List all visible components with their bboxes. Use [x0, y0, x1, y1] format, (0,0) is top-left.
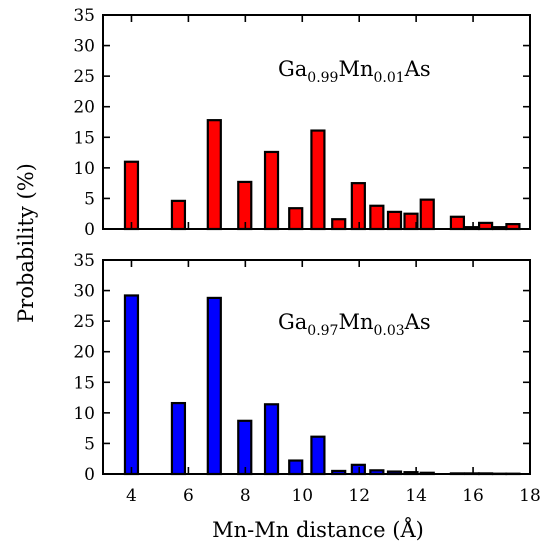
- y-tick-label: 30: [73, 282, 95, 302]
- x-tick-label: 8: [240, 486, 251, 506]
- x-tick-label: 18: [519, 486, 541, 506]
- x-axis-title: Mn-Mn distance (Å): [212, 517, 424, 542]
- top-panel: 0 5 10 15 20 25 30 35 Ga0.99Mn0.01As: [73, 6, 531, 240]
- formula-part: Ga: [278, 310, 307, 334]
- formula-part: Ga: [278, 57, 307, 81]
- bar: [449, 215, 466, 231]
- y-tick-label: 10: [73, 159, 95, 179]
- bar: [310, 435, 326, 476]
- bar: [237, 180, 253, 231]
- bar: [288, 207, 304, 231]
- bar: [263, 403, 280, 476]
- y-tick-label: 25: [73, 312, 95, 332]
- bar: [369, 204, 385, 231]
- x-tick-label: 10: [291, 486, 313, 506]
- x-tick-label: 4: [126, 486, 137, 506]
- formula-subscript: 0.97: [307, 323, 338, 339]
- panel-label: Ga0.97Mn0.03As: [278, 310, 431, 339]
- x-tick-label: 16: [462, 486, 484, 506]
- bar: [170, 401, 187, 476]
- bar: [170, 199, 187, 231]
- bar: [331, 218, 347, 231]
- bar: [237, 419, 253, 476]
- y-tick-label: 25: [73, 67, 95, 87]
- formula-subscript: 0.99: [307, 70, 338, 86]
- bar: [350, 182, 366, 231]
- bar: [123, 160, 140, 231]
- x-tick-label: 6: [183, 486, 194, 506]
- bar: [310, 129, 326, 231]
- formula-subscript: 0.01: [374, 70, 405, 86]
- bottom-panel: 0 5 10 15 20 25 30 35 4 6 8 10 12 14 16 18 Ga0.97Mn0.03A…: [73, 251, 540, 506]
- formula-part: As: [404, 57, 431, 81]
- bar: [206, 119, 222, 231]
- formula-subscript: 0.03: [374, 323, 405, 339]
- bar: [206, 296, 222, 476]
- y-tick-label: 0: [84, 465, 95, 485]
- y-tick-label: 20: [73, 98, 95, 118]
- formula-part: Mn: [338, 310, 373, 334]
- y-axis-title: Probability (%): [14, 163, 38, 323]
- y-tick-label: 15: [73, 128, 95, 148]
- plot-frame: [102, 259, 531, 475]
- y-tick-label: 20: [73, 343, 95, 363]
- y-tick-label: 0: [84, 220, 95, 240]
- y-tick-label: 5: [84, 434, 95, 454]
- bar: [123, 294, 140, 476]
- plot-frame: [102, 14, 531, 230]
- y-tick-label: 35: [73, 6, 95, 26]
- formula-part: Mn: [338, 57, 373, 81]
- panel-label: Ga0.99Mn0.01As: [278, 57, 431, 86]
- y-tick-label: 10: [73, 404, 95, 424]
- x-tick-label: 14: [405, 486, 427, 506]
- formula-part: As: [404, 310, 431, 334]
- y-tick-label: 15: [73, 373, 95, 393]
- bar: [386, 210, 403, 231]
- y-tick-label: 5: [84, 189, 95, 209]
- bar: [419, 198, 435, 231]
- y-tick-label: 30: [73, 37, 95, 57]
- bar: [288, 459, 304, 476]
- y-tick-label: 35: [73, 251, 95, 271]
- x-tick-label: 12: [348, 486, 370, 506]
- bar: [350, 463, 366, 476]
- bar: [263, 150, 280, 231]
